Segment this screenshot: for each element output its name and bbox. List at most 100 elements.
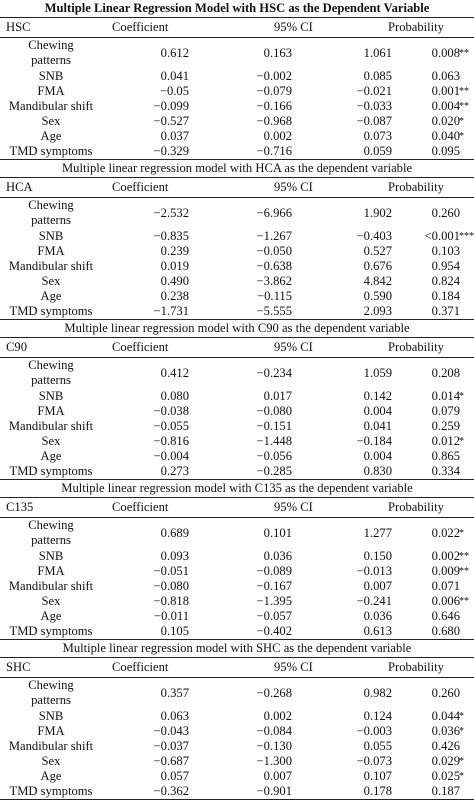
coefficient-value: 0.412	[160, 366, 189, 380]
predictor-name: FMA	[0, 724, 102, 739]
probability-value: 0.079	[431, 404, 460, 418]
predictor-name-line: SNB	[38, 389, 64, 403]
predictor-name-line: Mandibular shift	[8, 259, 94, 273]
probability-value: 0.426	[431, 739, 460, 753]
column-header-row: HCA Coefficient 95% CI Probability	[0, 178, 474, 197]
coefficient-value: 0.238	[160, 289, 189, 303]
ci-upper-value: 1.061	[363, 46, 392, 60]
probability-value: 0.095	[431, 144, 460, 158]
coefficient-value: −0.011	[154, 609, 189, 623]
ci-lower-value: −0.268	[256, 686, 292, 700]
table-row: Chewing patterns 0.412 −0.234 1.059 0.208	[0, 358, 474, 389]
ci-lower-value: −0.084	[256, 724, 292, 738]
ci-upper-value: 0.676	[363, 259, 392, 273]
table-row: FMA −0.05 −0.079 −0.021 0.001 **	[0, 84, 474, 99]
table-top-rule	[0, 657, 474, 658]
table-row: Mandibular shift −0.055 −0.151 0.041 0.259	[0, 419, 474, 434]
probability-value: 0.371	[431, 304, 460, 318]
table-section: Multiple Linear Regression Model with HS…	[0, 0, 474, 160]
coefficient-value: 0.019	[160, 259, 189, 273]
ci-lower-value: −0.057	[256, 609, 292, 623]
table-row: Sex −0.687 −1.300 −0.073 0.029 *	[0, 754, 474, 769]
ci-upper-value: 0.613	[363, 624, 392, 638]
ci-lower-value: −0.901	[256, 784, 292, 798]
predictor-name-line: patterns	[31, 373, 71, 387]
ci-upper-value: 1.277	[363, 526, 392, 540]
predictor-name-line: Mandibular shift	[8, 739, 94, 753]
header-rule	[0, 37, 474, 38]
ci-lower-value: −0.234	[256, 366, 292, 380]
probability-value: 0.009	[431, 564, 460, 578]
probability-value: 0.259	[431, 419, 460, 433]
predictor-name: TMD symptoms	[0, 464, 102, 479]
ci-upper-value: −0.033	[356, 99, 392, 113]
ci-upper-value: 0.107	[363, 769, 392, 783]
predictor-name: FMA	[0, 84, 102, 99]
coefficient-value: −1.731	[153, 304, 189, 318]
table-row: Mandibular shift −0.037 −0.130 0.055 0.426	[0, 739, 474, 754]
ci-upper-value: −0.021	[356, 84, 392, 98]
ci-lower-value: 0.017	[263, 389, 292, 403]
predictor-name-line: patterns	[31, 693, 71, 707]
predictor-name: SNB	[0, 229, 102, 244]
probability-header: Probability	[388, 20, 444, 34]
table-title: Multiple linear regression model with HC…	[61, 161, 413, 175]
significance-marker: **	[459, 101, 469, 112]
predictor-name-line: FMA	[37, 84, 65, 98]
predictor-name-line: Chewing	[28, 198, 74, 212]
predictor-name: SNB	[0, 549, 102, 564]
ci-lower-value: −0.716	[256, 144, 292, 158]
ci-upper-value: 0.036	[363, 609, 392, 623]
probability-value: 0.260	[431, 206, 460, 220]
ci-header: 95% CI	[274, 20, 313, 34]
table-row: Mandibular shift −0.099 −0.166 −0.033 0.004 *…	[0, 99, 474, 114]
dependent-variable-label: SHC	[6, 660, 31, 674]
coefficient-value: −0.687	[153, 754, 189, 768]
ci-lower-value: 0.036	[263, 549, 292, 563]
predictor-name: Age	[0, 129, 102, 144]
probability-value: 0.954	[431, 259, 460, 273]
predictor-name: TMD symptoms	[0, 624, 102, 639]
ci-lower-value: −0.968	[256, 114, 292, 128]
ci-upper-value: 0.055	[363, 739, 392, 753]
significance-marker: *	[459, 131, 464, 142]
table-row: Sex −0.816 −1.448 −0.184 0.012 *	[0, 434, 474, 449]
ci-lower-value: −0.056	[256, 449, 292, 463]
table-bottom-rule	[0, 319, 474, 320]
ci-lower-value: −0.002	[256, 69, 292, 83]
predictor-name: SNB	[0, 709, 102, 724]
predictor-name: Mandibular shift	[0, 579, 102, 594]
ci-upper-value: −0.003	[356, 724, 392, 738]
predictor-name-line: TMD symptoms	[9, 784, 93, 798]
significance-marker: *	[459, 528, 464, 539]
table-row: FMA −0.038 −0.080 0.004 0.079	[0, 404, 474, 419]
coefficient-value: −0.051	[153, 564, 189, 578]
coefficient-value: 0.105	[160, 624, 189, 638]
ci-upper-value: 0.073	[363, 129, 392, 143]
coefficient-header: Coefficient	[112, 340, 169, 354]
table-row: Age 0.238 −0.115 0.590 0.184	[0, 289, 474, 304]
coefficient-value: 0.357	[160, 686, 189, 700]
table-row: SNB 0.093 0.036 0.150 0.002 **	[0, 549, 474, 564]
ci-upper-value: 0.004	[363, 449, 392, 463]
ci-upper-value: 1.059	[363, 366, 392, 380]
ci-lower-value: 0.163	[263, 46, 292, 60]
probability-value: 0.187	[431, 784, 460, 798]
probability-value: 0.020	[431, 114, 460, 128]
table-row: SNB 0.041 −0.002 0.085 0.063	[0, 69, 474, 84]
table-row: TMD symptoms 0.273 −0.285 0.830 0.334	[0, 464, 474, 479]
predictor-name-line: patterns	[31, 533, 71, 547]
predictor-name: Chewing patterns	[0, 518, 102, 548]
ci-lower-value: −1.267	[256, 229, 292, 243]
ci-upper-value: 0.124	[363, 709, 392, 723]
predictor-name: TMD symptoms	[0, 784, 102, 799]
ci-upper-value: −0.073	[356, 754, 392, 768]
ci-upper-value: −0.087	[356, 114, 392, 128]
predictor-name-line: Chewing	[28, 38, 74, 52]
header-rule	[0, 357, 474, 358]
ci-upper-value: 0.527	[363, 244, 392, 258]
ci-upper-value: −0.241	[356, 594, 392, 608]
significance-marker: ***	[459, 231, 474, 242]
significance-marker: *	[459, 116, 464, 127]
probability-value: 0.012	[431, 434, 460, 448]
